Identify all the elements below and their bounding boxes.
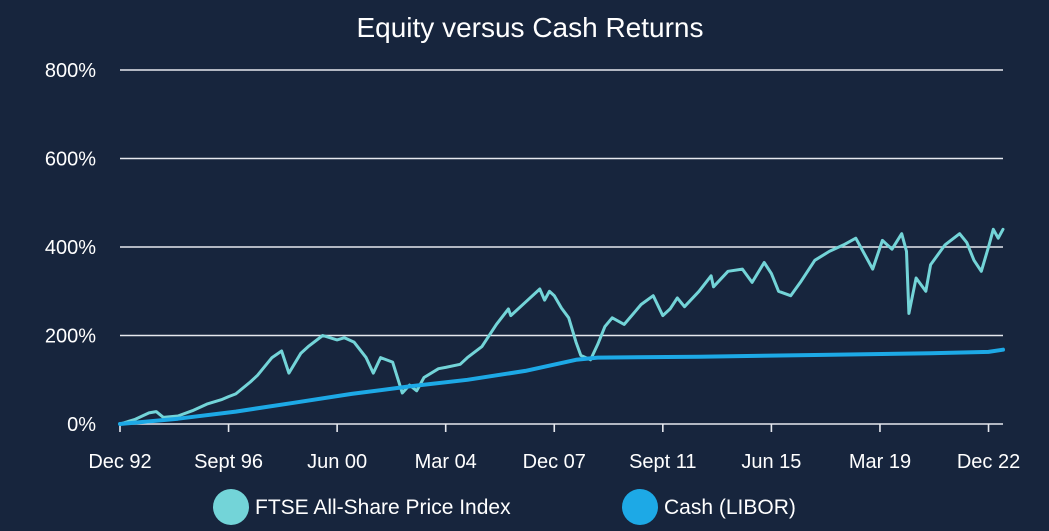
series-line-ftse — [118, 227, 1005, 426]
y-tick-label: 600% — [45, 149, 96, 171]
legend-label: FTSE All-Share Price Index — [255, 496, 511, 519]
x-tick-label: Sept 96 — [194, 451, 263, 473]
x-axis: Dec 92 Sept 96 Jun 00 Mar 04 Dec 07 Sept 11 Ju… — [88, 423, 1020, 473]
x-tick-label: Sept 11 — [629, 451, 696, 473]
y-axis: 0% 200% 400% 600% 800% — [45, 60, 96, 436]
legend: FTSE All-Share Price Index Cash (LIBOR) — [213, 489, 796, 525]
legend-item: Cash (LIBOR) — [622, 489, 796, 525]
series-line-cash — [118, 347, 1005, 426]
x-tick-label: Dec 07 — [523, 451, 586, 473]
legend-item: FTSE All-Share Price Index — [213, 489, 511, 525]
legend-marker — [622, 489, 658, 525]
chart-title: Equity versus Cash Returns — [356, 12, 703, 43]
y-tick-label: 0% — [67, 414, 96, 436]
y-tick-label: 400% — [45, 237, 96, 259]
x-tick-label: Jun 15 — [741, 451, 801, 473]
x-tick-label: Mar 04 — [415, 451, 477, 473]
x-tick-label: Mar 19 — [849, 451, 911, 473]
legend-label: Cash (LIBOR) — [664, 496, 796, 519]
x-tick-label: Jun 00 — [307, 451, 367, 473]
legend-marker — [213, 489, 249, 525]
y-tick-label: 800% — [45, 60, 96, 82]
x-tick-label: Dec 92 — [88, 451, 151, 473]
series-lines — [118, 227, 1005, 426]
x-tick-label: Dec 22 — [957, 451, 1020, 473]
grid — [120, 69, 1003, 337]
y-tick-label: 200% — [45, 326, 96, 348]
